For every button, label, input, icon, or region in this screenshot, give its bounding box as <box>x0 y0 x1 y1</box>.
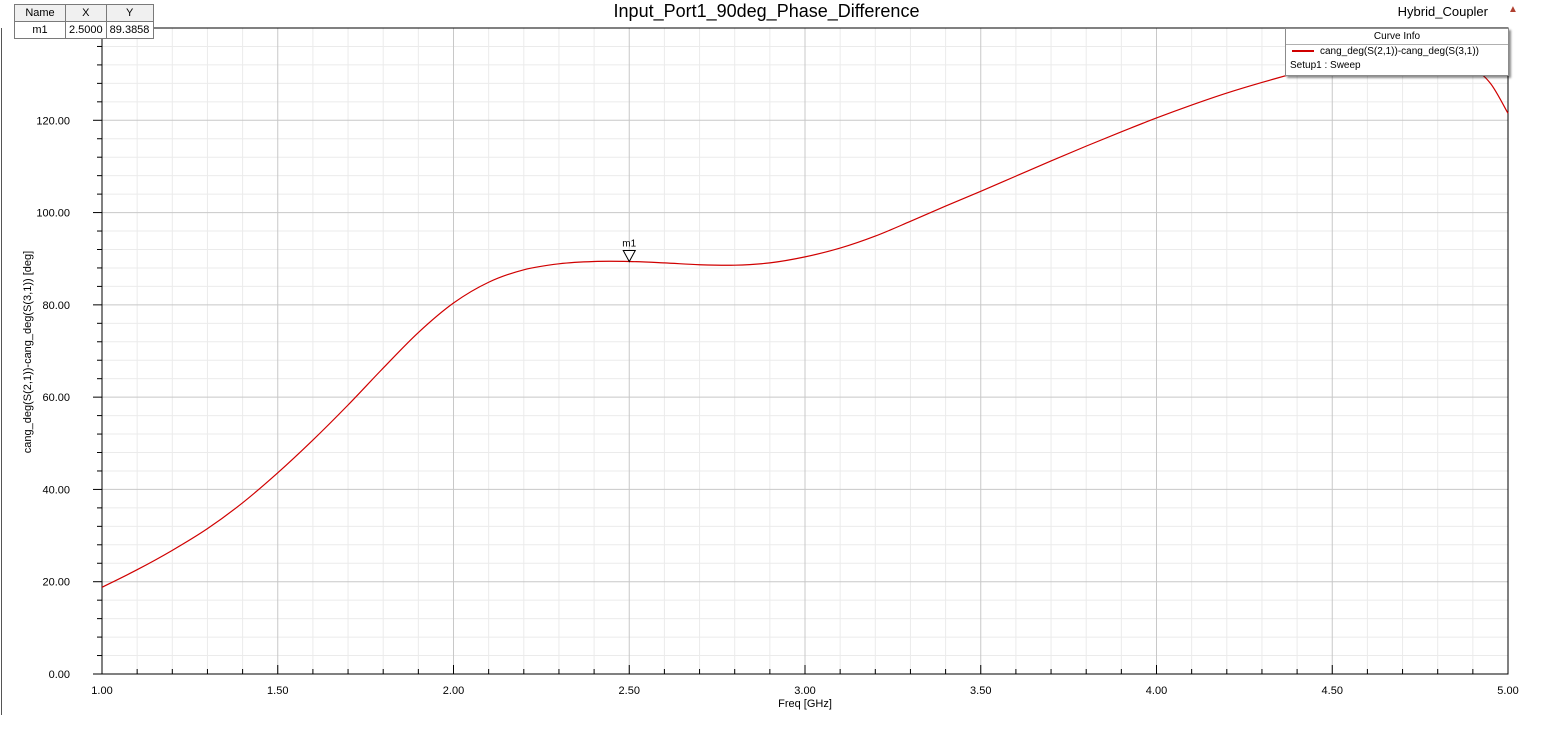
y-tick-label: 60.00 <box>42 392 70 404</box>
x-tick-label: 1.50 <box>267 685 288 697</box>
marker-table-row[interactable]: m1 2.5000 89.3858 <box>14 21 154 39</box>
legend-trace-label: cang_deg(S(2,1))-cang_deg(S(3,1)) <box>1320 46 1479 57</box>
x-tick-label: 3.00 <box>794 685 815 697</box>
y-tick-label: 120.00 <box>36 115 70 127</box>
x-tick-label: 4.00 <box>1146 685 1167 697</box>
chart-title: Input_Port1_90deg_Phase_Difference <box>613 1 920 21</box>
legend-trace-row[interactable]: cang_deg(S(2,1))-cang_deg(S(3,1)) <box>1286 45 1508 59</box>
legend-setup-row: Setup1 : Sweep <box>1286 59 1508 73</box>
project-name: Hybrid_Coupler <box>1397 4 1488 19</box>
legend-swatch <box>1292 50 1314 53</box>
x-tick-label: 1.00 <box>91 685 112 697</box>
y-tick-label: 40.00 <box>42 484 70 496</box>
x-tick-label: 5.00 <box>1497 685 1518 697</box>
legend-header: Curve Info <box>1286 29 1508 45</box>
curve-info-legend[interactable]: Curve Info cang_deg(S(2,1))-cang_deg(S(3… <box>1285 28 1509 76</box>
y-tick-label: 100.00 <box>36 208 70 220</box>
y-tick-labels: 0.00 20.00 40.00 60.00 80.00 100.00 120.00 <box>36 115 70 681</box>
marker-label: m1 <box>622 239 636 250</box>
y-tick-label: 20.00 <box>42 577 70 589</box>
y-tick-label: 80.00 <box>42 300 70 312</box>
x-tick-label: 3.50 <box>970 685 991 697</box>
marker-table[interactable]: Name X Y m1 2.5000 89.3858 <box>14 4 154 39</box>
legend-setup-label: Setup1 : Sweep <box>1290 60 1361 71</box>
marker-table-header-x: X <box>65 4 107 22</box>
marker-triangle-icon[interactable] <box>622 250 637 263</box>
y-tick-label: 0.00 <box>49 669 70 681</box>
marker-table-header-y: Y <box>105 4 154 22</box>
marker-group[interactable]: m1 <box>622 239 637 263</box>
x-tick-labels: 1.00 1.50 2.00 2.50 3.00 3.50 4.00 4.50 5.00 <box>91 685 1518 697</box>
y-axis-label: cang_deg(S(2,1))-cang_deg(S(3,1)) [deg] <box>22 251 34 453</box>
marker-x-cell: 2.5000 <box>65 21 107 39</box>
marker-y-cell: 89.3858 <box>105 21 154 39</box>
ansys-logo-icon: ▲ <box>1508 4 1518 15</box>
marker-table-header: Name X Y <box>14 4 154 22</box>
axis-ticks <box>93 27 1509 675</box>
x-axis-label: Freq [GHz] <box>778 698 832 710</box>
marker-name-cell: m1 <box>14 21 66 39</box>
x-tick-label: 2.50 <box>619 685 640 697</box>
x-tick-label: 4.50 <box>1322 685 1343 697</box>
x-tick-label: 2.00 <box>443 685 464 697</box>
marker-table-header-name: Name <box>14 4 66 22</box>
